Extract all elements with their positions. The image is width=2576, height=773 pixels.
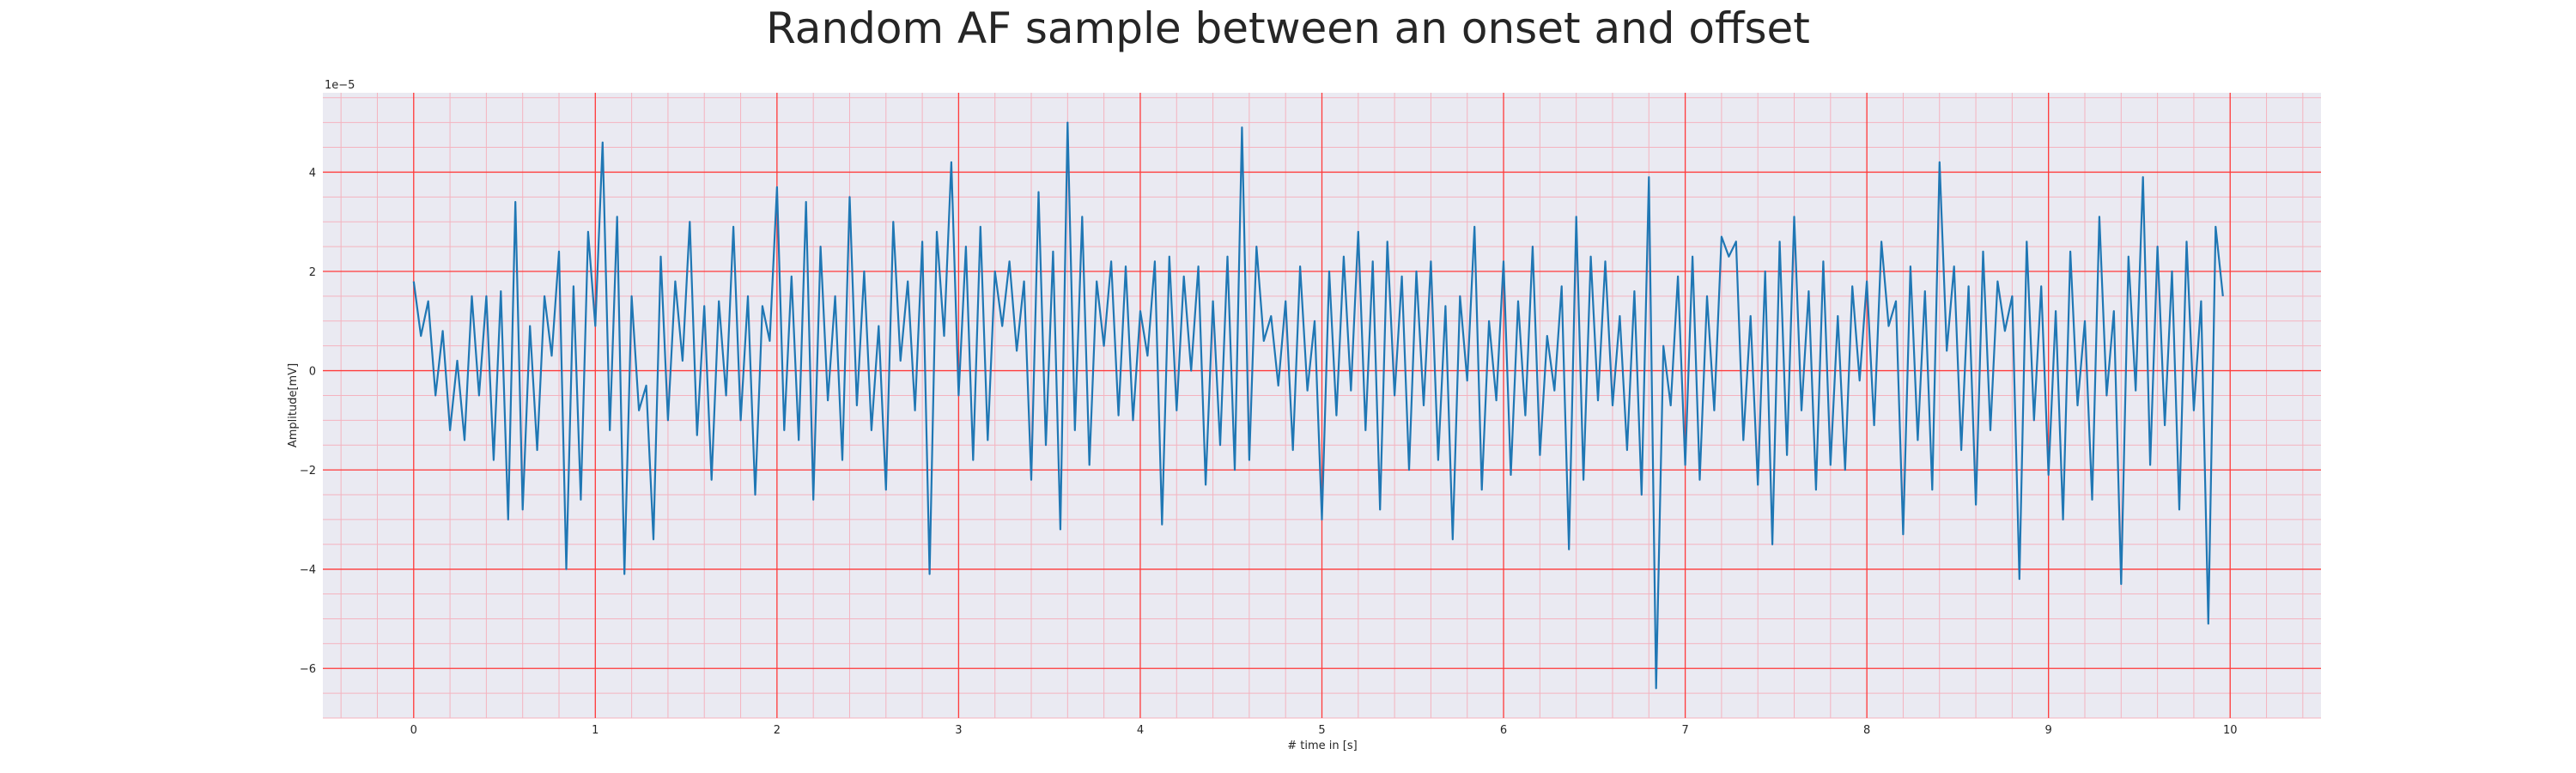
- x-tick-label: 9: [2045, 724, 2052, 737]
- signal-line: [412, 121, 2224, 690]
- y-tick-label: −2: [300, 465, 316, 478]
- x-tick-label: 8: [1863, 724, 1870, 737]
- y-offset-text: 1e−5: [325, 79, 355, 92]
- y-tick-label: −4: [300, 564, 316, 577]
- x-tick-label: 5: [1318, 724, 1325, 737]
- y-tick-label: 0: [309, 366, 316, 379]
- x-axis-label: # time in [s]: [1287, 740, 1357, 752]
- y-tick-label: −6: [300, 663, 316, 676]
- x-tick-label: 3: [955, 724, 962, 737]
- y-axis-label: Amplitude[mV]: [287, 363, 300, 447]
- y-tick-label: 4: [309, 167, 316, 180]
- x-tick-label: 1: [592, 724, 598, 737]
- major-grid: [323, 93, 2321, 718]
- x-tick-label: 7: [1681, 724, 1688, 737]
- x-tick-labels: 0 1 2 3 4 5 6 7 8 9 10: [410, 724, 2238, 737]
- x-tick-label: 6: [1500, 724, 1507, 737]
- chart-title: Random AF sample between an onset and of…: [766, 3, 1810, 53]
- x-tick-label: 2: [774, 724, 781, 737]
- y-tick-labels: −6 −4 −2 0 2 4: [300, 167, 316, 676]
- x-tick-label: 10: [2223, 724, 2238, 737]
- y-tick-label: 2: [309, 266, 316, 279]
- x-tick-label: 4: [1137, 724, 1144, 737]
- x-tick-label: 0: [410, 724, 417, 737]
